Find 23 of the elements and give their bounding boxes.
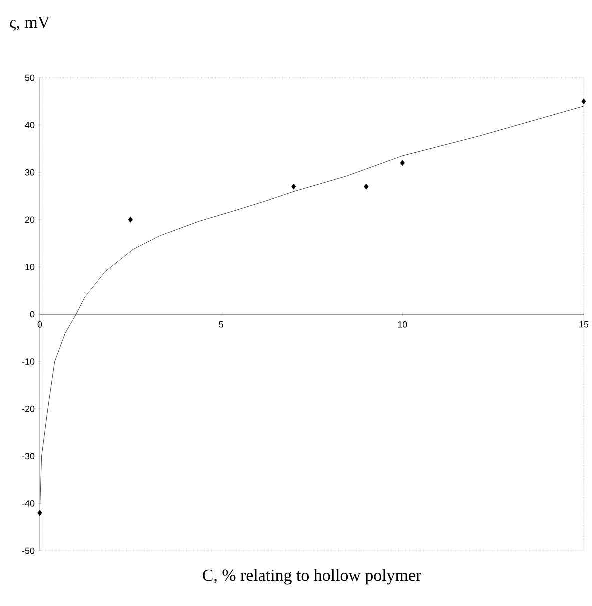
point <box>364 184 369 190</box>
y-tick-label: 30 <box>25 169 34 176</box>
x-tick-label: 10 <box>398 321 408 328</box>
x-tick-label: 0 <box>38 321 42 328</box>
point <box>291 184 296 190</box>
y-tick-label: 50 <box>25 74 34 82</box>
y-tick-label: -40 <box>22 500 34 507</box>
y-tick-label: -50 <box>22 548 34 554</box>
point <box>400 160 405 166</box>
y-tick-label: -10 <box>22 358 34 365</box>
y-tick-label: 40 <box>25 122 34 128</box>
y-tick-label: -30 <box>22 453 34 460</box>
y-tick-label: 20 <box>25 216 34 224</box>
x-axis-title: C, % relating to hollow polymer <box>202 569 422 585</box>
y-tick-label: 0 <box>30 311 34 318</box>
y-axis-title: ς, mV <box>10 16 50 32</box>
y-tick-label: 10 <box>26 264 34 270</box>
x-tick-label: 15 <box>580 322 588 328</box>
point <box>38 510 42 516</box>
x-tick-label: 5 <box>219 322 224 328</box>
point <box>128 216 133 223</box>
y-tick-label: -20 <box>22 406 34 412</box>
point <box>582 98 586 105</box>
